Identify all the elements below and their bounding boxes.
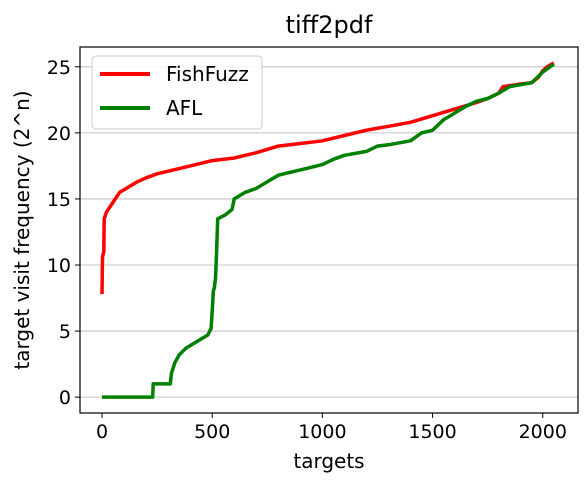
y-tick-label: 20	[47, 123, 71, 145]
legend-label-afl: AFL	[166, 96, 203, 120]
x-axis-label: targets	[293, 449, 364, 473]
y-tick-label: 10	[47, 255, 71, 277]
x-axis-ticks: 0 500 1000 1500 2000	[96, 413, 567, 443]
y-tick-label: 15	[47, 189, 71, 211]
y-tick-label: 25	[47, 57, 71, 79]
plot-frame	[79, 46, 579, 414]
chart-title: tiff2pdf	[286, 11, 373, 39]
x-tick-label: 1000	[298, 421, 346, 443]
legend-label-fishfuzz: FishFuzz	[166, 62, 249, 86]
series-lines	[100, 61, 555, 399]
y-tick-label: 5	[59, 321, 71, 343]
legend: FishFuzz AFL	[91, 55, 263, 130]
y-tick-label: 0	[59, 387, 71, 409]
x-tick-label: 500	[194, 421, 230, 443]
y-axis-ticks: 0 5 10 15 20 25	[47, 57, 80, 409]
x-tick-label: 1500	[408, 421, 456, 443]
x-tick-label: 0	[96, 421, 108, 443]
y-axis-label: target visit frequency (2^n)	[10, 90, 34, 369]
series-line-fishfuzz	[100, 61, 555, 295]
x-tick-label: 2000	[519, 421, 567, 443]
series-line-afl	[102, 62, 555, 399]
